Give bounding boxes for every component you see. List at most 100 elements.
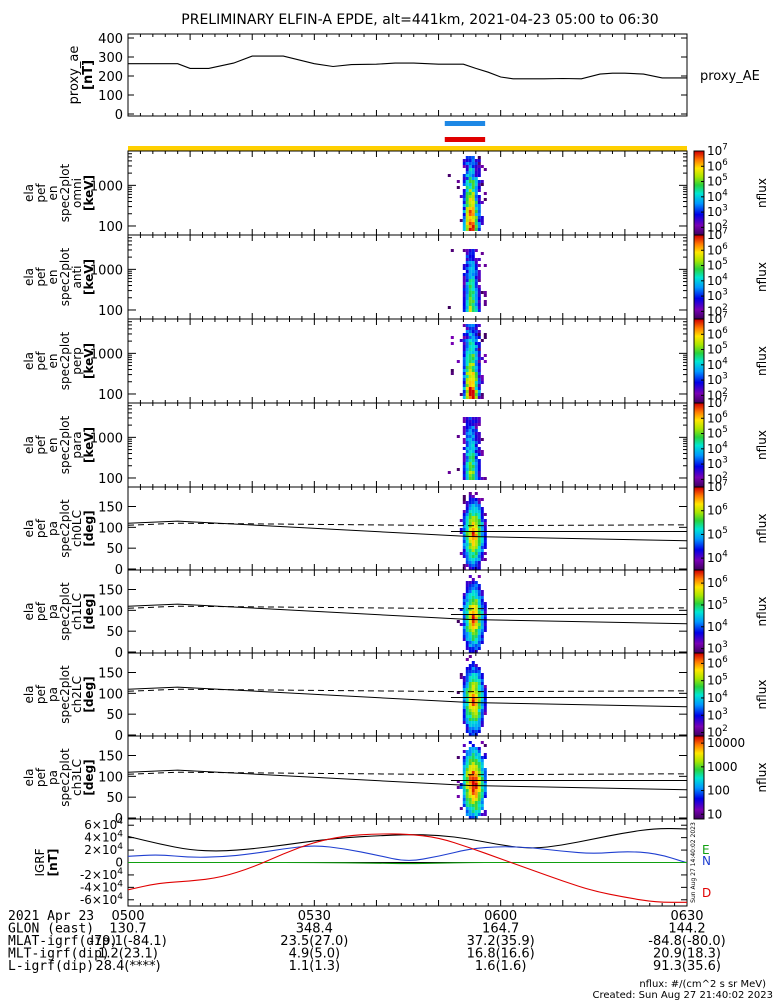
spectrogram-cell: [462, 225, 466, 228]
colorbar-cell: [694, 549, 704, 551]
spectrogram-cell: [462, 602, 466, 605]
spectrogram-cell: [471, 564, 475, 567]
spectrogram-cell: [477, 504, 481, 507]
spectrogram-cell: [465, 611, 469, 614]
ylabel-line: en: [46, 270, 60, 285]
spectrogram-cell: [468, 495, 472, 498]
spectrogram-cell: [477, 507, 481, 510]
spectrogram-cell: [480, 724, 484, 727]
colorbar-cell: [694, 165, 704, 167]
y-tick-label: 50: [106, 791, 123, 806]
spectrogram-cell: [468, 777, 472, 780]
footer-row-value: -84.8(-80.0): [648, 934, 725, 949]
spectrogram-cell: [471, 354, 475, 357]
spectrogram-cell: [477, 378, 481, 381]
y-tick-label: 50: [106, 542, 123, 557]
spectrogram-cell: [474, 417, 478, 420]
spectrogram-cell: [465, 249, 469, 252]
spectrogram-cell: [468, 564, 472, 567]
anti-loss-cone-line: [127, 771, 688, 776]
spectrogram-cell: [462, 795, 466, 798]
spectrogram-cell: [480, 697, 484, 700]
spectrogram-cell: [465, 381, 469, 384]
spectrogram-cell: [474, 667, 478, 670]
colorbar-cell: [694, 763, 704, 765]
spectrogram-cell: [477, 685, 481, 688]
colorbar-cell: [694, 335, 704, 337]
spectrogram-cell: [468, 168, 472, 171]
colorbar-cell: [694, 243, 704, 245]
colorbar-cell: [694, 514, 704, 516]
spectrogram-cell: [471, 667, 475, 670]
colorbar-cell: [694, 515, 704, 517]
spectrogram-cell: [477, 697, 481, 700]
colorbar-cell: [694, 812, 704, 814]
spectrogram-cell: [483, 300, 487, 303]
spectrogram-cell: [465, 276, 469, 279]
spectrogram-cell: [480, 712, 484, 715]
y-tick-label: 100: [98, 521, 123, 536]
spectrogram-cell: [477, 780, 481, 783]
colorbar-cell: [694, 574, 704, 576]
spectrogram-cell: [480, 641, 484, 644]
spectrogram-cell: [465, 676, 469, 679]
colorbar-cell: [694, 288, 704, 290]
colorbar-cell: [694, 727, 704, 729]
spectrogram-cell: [462, 282, 466, 285]
colorbar-cell: [694, 567, 704, 569]
spectrogram-cell: [465, 186, 469, 189]
spectrogram-cell: [465, 605, 469, 608]
spectrogram-cell: [462, 276, 466, 279]
colorbar-cell: [694, 552, 704, 554]
colorbar-tick-label: 106: [707, 242, 728, 257]
colorbar-cell: [694, 322, 704, 324]
spectrogram-cell: [465, 679, 469, 682]
colorbar-cell: [694, 575, 704, 577]
spectrogram-cell: [465, 703, 469, 706]
spectrogram-cell: [468, 174, 472, 177]
colorbar-cell: [694, 713, 704, 715]
spectrogram-cell: [468, 611, 472, 614]
spectrogram-cell: [474, 381, 478, 384]
status-bar-red: [444, 137, 486, 142]
colorbar-cell: [694, 361, 704, 363]
spectrogram-cell: [468, 186, 472, 189]
panel-frame: [127, 318, 688, 404]
ylabel-line: spec2plot: [58, 163, 72, 222]
spectrogram-cell: [477, 528, 481, 531]
spectrogram-cell: [474, 531, 478, 534]
spectrogram-cell: [450, 369, 454, 372]
colorbar-cell: [694, 317, 704, 319]
spectrogram-cell: [471, 593, 475, 596]
spectrogram-cell: [480, 339, 484, 342]
spectrogram-cell: [474, 801, 478, 804]
colorbar-cell: [694, 811, 704, 813]
colorbar-cell: [694, 186, 704, 188]
spectrogram-cell: [477, 567, 481, 570]
spectrogram-cell: [471, 721, 475, 724]
colorbar-cell: [694, 814, 704, 816]
spectrogram-cell: [471, 297, 475, 300]
spectrogram-cell: [465, 159, 469, 162]
spectrogram-cell: [465, 623, 469, 626]
colorbar-cell: [694, 581, 704, 583]
spectrogram-cell: [465, 348, 469, 351]
spectrogram-cell: [474, 225, 478, 228]
colorbar-cell: [694, 462, 704, 464]
spectrogram-cell: [462, 626, 466, 629]
colorbar-cell: [694, 596, 704, 598]
colorbar-cell: [694, 316, 704, 318]
spectrogram-cell: [468, 435, 472, 438]
colorbar-cell: [694, 193, 704, 195]
colorbar-cell: [694, 367, 704, 369]
y-tick-label: 100: [98, 388, 123, 403]
spectrogram-cell: [471, 608, 475, 611]
spectrogram-cell: [468, 204, 472, 207]
colorbar-cell: [694, 289, 704, 291]
spectrogram-cell: [474, 638, 478, 641]
spectrogram-cell: [471, 285, 475, 288]
colorbar-cell: [694, 441, 704, 443]
y-tick-label: 0: [115, 646, 123, 661]
ylabel-line: pa: [46, 687, 60, 702]
spectrogram-cell: [477, 534, 481, 537]
